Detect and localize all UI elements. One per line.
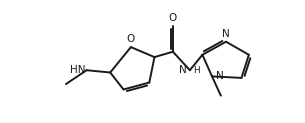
Text: HN: HN (70, 65, 85, 75)
Text: N: N (216, 71, 223, 81)
Text: H: H (193, 66, 199, 75)
Text: N: N (179, 65, 187, 75)
Text: O: O (127, 34, 135, 44)
Text: N: N (222, 29, 230, 39)
Text: O: O (169, 13, 177, 23)
